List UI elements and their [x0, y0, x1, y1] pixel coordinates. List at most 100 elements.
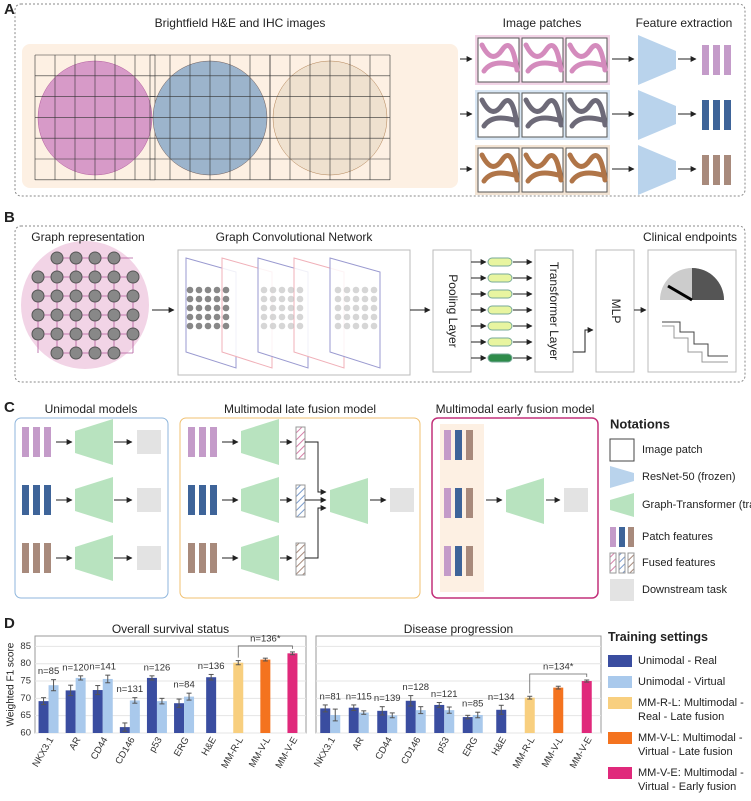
chart-title: Overall survival status	[112, 622, 229, 636]
bar	[472, 714, 483, 733]
shape	[487, 321, 513, 331]
node	[195, 322, 203, 330]
node	[195, 286, 203, 294]
node	[287, 322, 295, 330]
shape	[466, 546, 473, 576]
shape	[14, 3, 746, 197]
panel-label: D	[4, 615, 15, 632]
node	[107, 289, 121, 303]
n-annotation: n=131	[117, 684, 144, 695]
shape	[724, 45, 731, 75]
node	[107, 270, 121, 284]
node	[361, 322, 369, 330]
node	[370, 286, 378, 294]
node	[107, 327, 121, 341]
node	[31, 327, 45, 341]
node	[370, 295, 378, 303]
node	[204, 304, 212, 312]
node	[195, 295, 203, 303]
node	[260, 286, 268, 294]
bracket	[237, 645, 293, 658]
node	[88, 308, 102, 322]
node	[296, 295, 304, 303]
node	[296, 304, 304, 312]
node	[69, 346, 83, 360]
node	[370, 313, 378, 321]
panel-title: Unimodal models	[45, 402, 138, 416]
shape	[618, 552, 626, 574]
bar	[174, 703, 185, 733]
notation-label: Graph-Transformer (trainable)	[642, 499, 751, 511]
x-tick-label: CD44	[373, 735, 395, 762]
shape	[295, 542, 306, 576]
n-annotation: n=85	[38, 666, 59, 677]
texture	[479, 97, 520, 129]
node	[69, 327, 83, 341]
x-tick-label: MM-V-L	[540, 735, 566, 769]
bar	[524, 697, 535, 733]
bar	[233, 662, 244, 733]
node	[334, 286, 342, 294]
resnet-icon	[638, 35, 676, 85]
node	[343, 322, 351, 330]
node	[222, 304, 230, 312]
notation-label: ResNet-50 (frozen)	[642, 471, 736, 483]
legend-item: MM-V-L: Multimodal - Virtual - Late fusi…	[608, 731, 748, 759]
node	[260, 295, 268, 303]
arrow	[305, 441, 327, 495]
bar	[387, 715, 398, 733]
layer-label: MLP	[609, 299, 623, 324]
legend-item: MM-R-L: Multimodal - Real - Late fusion	[608, 696, 748, 724]
x-tick-label: CD146	[113, 735, 137, 766]
node	[88, 251, 102, 265]
node	[126, 270, 140, 284]
bar	[38, 701, 49, 733]
node	[88, 346, 102, 360]
shape	[329, 257, 381, 369]
node	[31, 270, 45, 284]
node	[287, 304, 295, 312]
shape	[444, 488, 451, 518]
notation-label: Image patch	[642, 444, 703, 456]
panel-label: C	[4, 399, 15, 416]
x-tick-label: AR	[67, 735, 83, 752]
texture	[567, 152, 608, 184]
node	[352, 322, 360, 330]
node	[278, 322, 286, 330]
x-tick-label: MM-V-E	[274, 735, 301, 770]
arrow	[573, 327, 594, 353]
n-annotation: n=134	[488, 692, 515, 703]
shape	[179, 417, 421, 599]
shape	[137, 488, 161, 512]
node	[69, 251, 83, 265]
node	[107, 308, 121, 322]
shape	[44, 427, 51, 457]
node	[296, 286, 304, 294]
node	[296, 322, 304, 330]
legend-swatch	[608, 697, 632, 709]
panel-title: Graph Convolutional Network	[216, 230, 374, 244]
shape	[210, 485, 217, 515]
shape	[33, 485, 40, 515]
shape	[188, 485, 195, 515]
x-tick-label: NKX3.1	[312, 735, 338, 769]
bar	[553, 687, 564, 733]
graph-transformer-icon	[610, 493, 634, 517]
node	[222, 322, 230, 330]
node	[361, 295, 369, 303]
y-tick-label: 80	[20, 658, 31, 669]
notation-label: Downstream task	[642, 584, 727, 596]
shape	[295, 484, 306, 518]
node	[222, 313, 230, 321]
node	[186, 322, 194, 330]
legend-item: Unimodal - Real	[608, 654, 748, 668]
shape	[455, 546, 462, 576]
node	[50, 327, 64, 341]
node	[88, 327, 102, 341]
texture	[567, 42, 608, 74]
shape	[431, 417, 599, 599]
node	[370, 304, 378, 312]
x-tick-label: H&E	[490, 735, 509, 757]
node	[213, 313, 221, 321]
panel-title: Brightfield H&E and IHC images	[155, 16, 326, 30]
